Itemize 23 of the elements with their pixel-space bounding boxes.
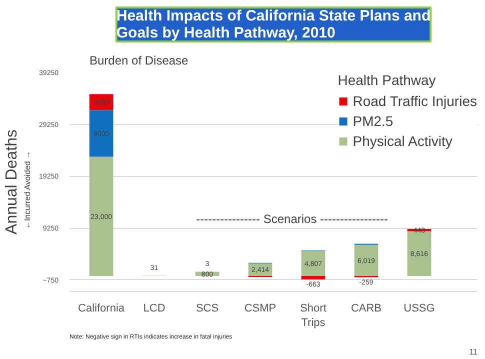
chart-title: Health Impacts of California State Plans and Goals by Health Pathway, 2010	[116, 8, 431, 42]
x-tick-label: SCS	[196, 302, 219, 314]
x-tick-label: California	[78, 302, 126, 314]
legend-label: Road Traffic Injuries	[352, 93, 477, 109]
legend-label: PM2.5	[352, 113, 394, 129]
x-tick-label: CSMP	[244, 302, 276, 314]
bar	[89, 110, 114, 157]
text: 11	[469, 348, 478, 356]
x-tick-label: USSG	[404, 302, 435, 314]
annotation: ---------------- Scenarios -----------------	[196, 212, 388, 226]
text: ←Incurred Avoided →	[23, 150, 32, 230]
chart-subtitle: Burden of Disease	[90, 54, 189, 68]
legend-label: Physical Activity	[352, 133, 452, 149]
x-tick-label: CARB	[350, 302, 382, 314]
bar	[354, 244, 378, 276]
bar	[301, 276, 326, 280]
bar	[89, 156, 114, 276]
x-tick-label: Short Trips	[300, 302, 326, 329]
legend-title: Health Pathway	[338, 72, 437, 88]
y-axis-title: Annual Deaths	[4, 130, 20, 234]
x-tick-label: LCD	[143, 302, 166, 314]
bar	[407, 231, 432, 276]
bar	[301, 251, 326, 276]
